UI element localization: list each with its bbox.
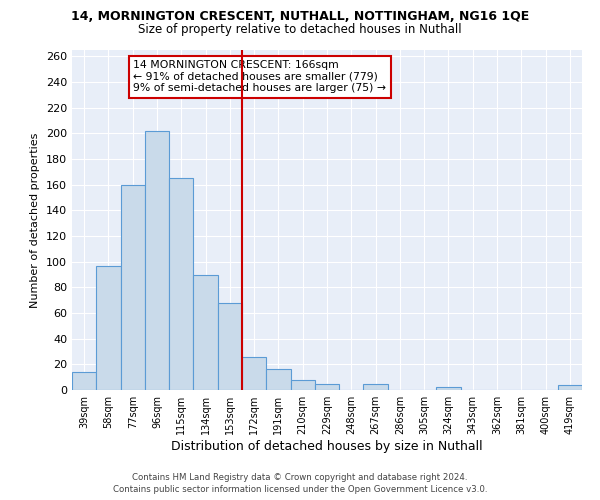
Text: 14, MORNINGTON CRESCENT, NUTHALL, NOTTINGHAM, NG16 1QE: 14, MORNINGTON CRESCENT, NUTHALL, NOTTIN… [71, 10, 529, 23]
Bar [242, 356, 266, 390]
Bar [218, 303, 242, 390]
Bar [290, 380, 315, 390]
Bar [193, 274, 218, 390]
Text: Contains HM Land Registry data © Crown copyright and database right 2024.: Contains HM Land Registry data © Crown c… [132, 474, 468, 482]
X-axis label: Distribution of detached houses by size in Nuthall: Distribution of detached houses by size … [171, 440, 483, 453]
Bar [145, 131, 169, 390]
Bar [315, 384, 339, 390]
Bar [364, 384, 388, 390]
Bar [96, 266, 121, 390]
Text: 14 MORNINGTON CRESCENT: 166sqm
← 91% of detached houses are smaller (779)
9% of : 14 MORNINGTON CRESCENT: 166sqm ← 91% of … [133, 60, 386, 94]
Bar [121, 184, 145, 390]
Bar [436, 388, 461, 390]
Bar [558, 385, 582, 390]
Text: Size of property relative to detached houses in Nuthall: Size of property relative to detached ho… [138, 22, 462, 36]
Bar [266, 370, 290, 390]
Y-axis label: Number of detached properties: Number of detached properties [31, 132, 40, 308]
Bar [169, 178, 193, 390]
Text: Contains public sector information licensed under the Open Government Licence v3: Contains public sector information licen… [113, 485, 487, 494]
Bar [72, 372, 96, 390]
